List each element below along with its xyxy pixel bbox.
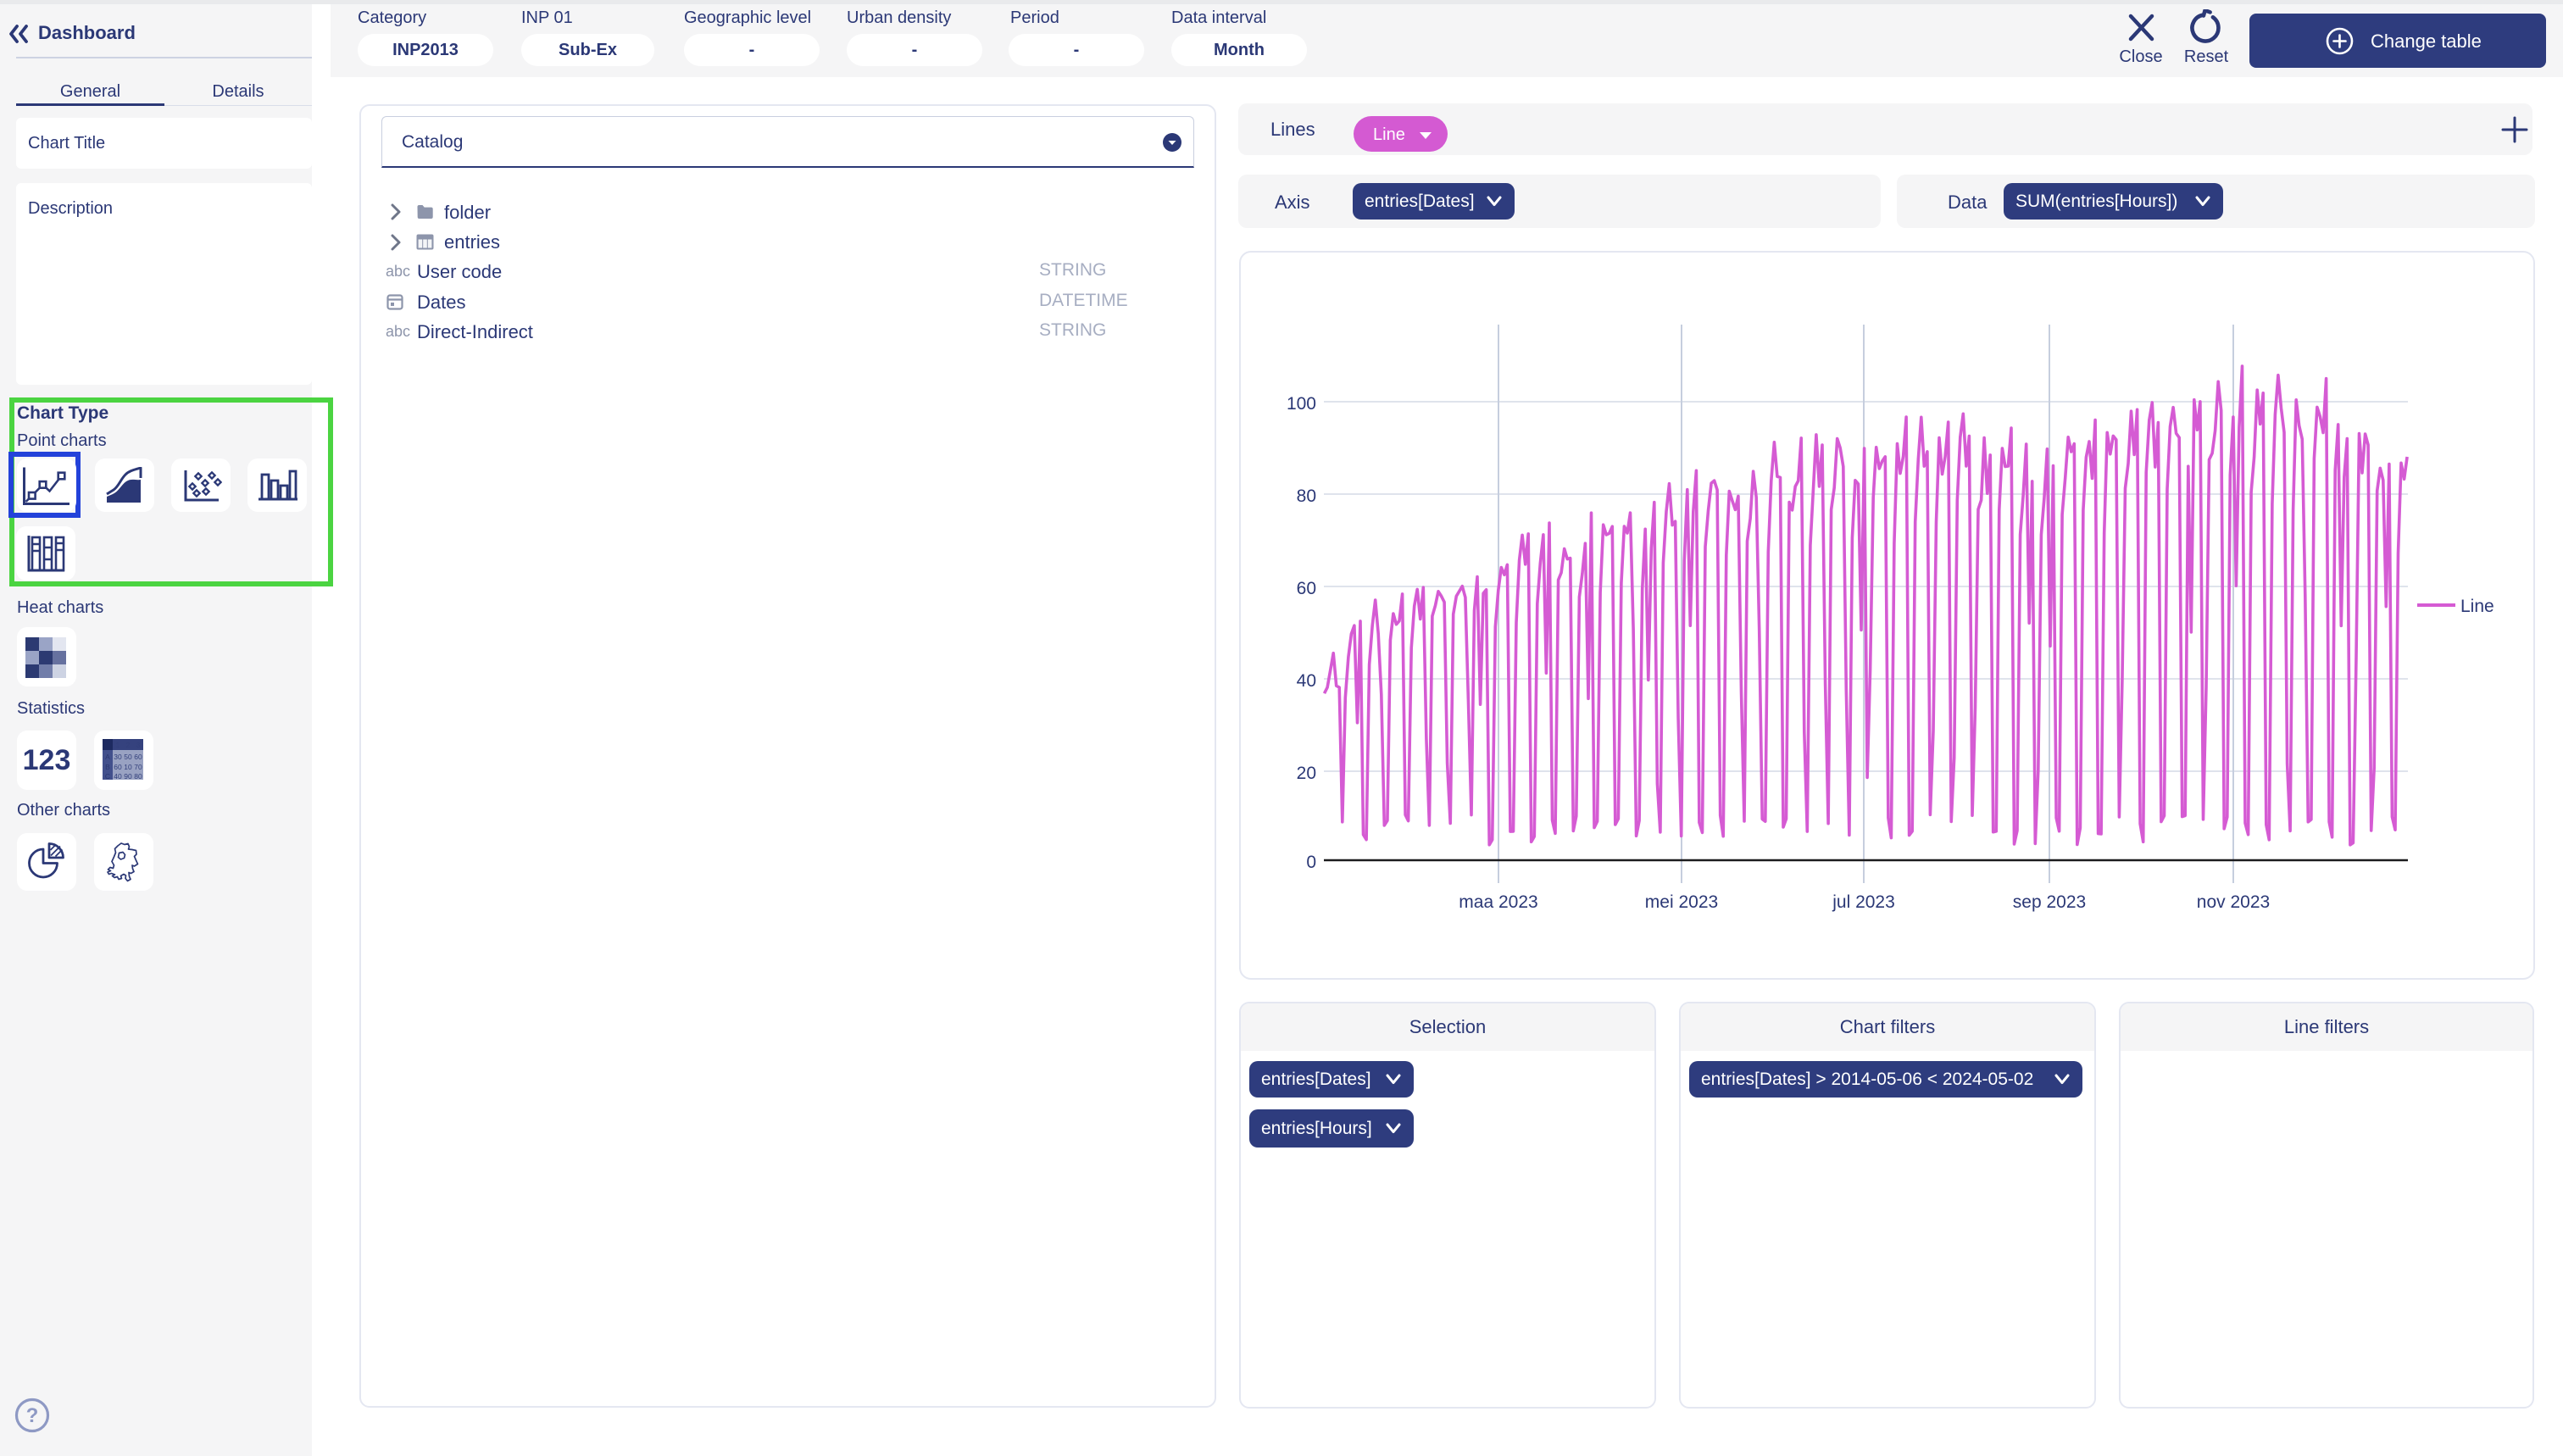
svg-text:nov 2023: nov 2023 — [2197, 892, 2270, 912]
svg-text:80: 80 — [1297, 486, 1316, 506]
svg-text:B: B — [105, 763, 110, 771]
svg-text:60: 60 — [114, 763, 122, 771]
svg-text:sep 2023: sep 2023 — [2013, 892, 2086, 912]
svg-text:60: 60 — [134, 753, 142, 761]
svg-text:2: 2 — [126, 741, 131, 749]
svg-text:30: 30 — [114, 753, 122, 761]
svg-text:60: 60 — [1297, 579, 1316, 598]
svg-text:Line: Line — [2460, 597, 2494, 616]
svg-text:C: C — [105, 772, 110, 780]
svg-text:100: 100 — [1287, 394, 1316, 414]
svg-text:0: 0 — [1306, 853, 1316, 872]
svg-text:80: 80 — [134, 772, 142, 780]
svg-text:?: ? — [26, 1404, 39, 1427]
svg-text:40: 40 — [114, 772, 122, 780]
svg-text:40: 40 — [1297, 671, 1316, 691]
svg-text:10: 10 — [124, 763, 132, 771]
svg-text:70: 70 — [134, 763, 142, 771]
svg-text:maa 2023: maa 2023 — [1459, 892, 1537, 912]
svg-text:20: 20 — [1297, 764, 1316, 783]
svg-text:A: A — [105, 753, 110, 761]
svg-text:90: 90 — [124, 772, 132, 780]
svg-text:1: 1 — [116, 741, 120, 749]
svg-text:50: 50 — [124, 753, 132, 761]
svg-text:3: 3 — [136, 741, 141, 749]
svg-text:mei 2023: mei 2023 — [1645, 892, 1718, 912]
svg-text:jul 2023: jul 2023 — [1832, 892, 1895, 912]
